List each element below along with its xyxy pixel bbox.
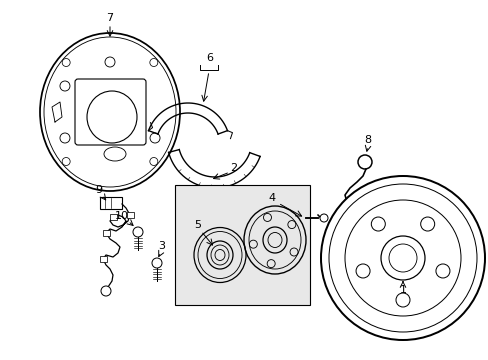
Circle shape — [370, 217, 385, 231]
Circle shape — [345, 200, 460, 316]
Circle shape — [319, 214, 327, 222]
Text: 10: 10 — [115, 211, 129, 221]
Circle shape — [357, 155, 371, 169]
Bar — [100, 197, 122, 209]
Circle shape — [395, 293, 409, 307]
Circle shape — [435, 264, 449, 278]
Text: 1: 1 — [399, 285, 406, 295]
Bar — [127, 212, 134, 218]
Text: 9: 9 — [95, 185, 102, 195]
Circle shape — [355, 264, 369, 278]
Circle shape — [101, 286, 111, 296]
Circle shape — [133, 227, 142, 237]
Text: 5: 5 — [194, 220, 201, 230]
Text: 7: 7 — [106, 13, 113, 23]
Text: 3: 3 — [158, 241, 165, 251]
Circle shape — [420, 217, 434, 231]
Text: 8: 8 — [364, 135, 371, 145]
Circle shape — [388, 244, 416, 272]
Text: 6: 6 — [206, 53, 213, 63]
Circle shape — [152, 258, 162, 268]
Bar — [175, 185, 309, 305]
Bar — [103, 230, 110, 236]
Circle shape — [380, 236, 424, 280]
Bar — [100, 256, 107, 262]
Circle shape — [320, 176, 484, 340]
Circle shape — [328, 184, 476, 332]
Text: 2: 2 — [230, 163, 237, 173]
Bar — [110, 214, 117, 220]
Text: 4: 4 — [268, 193, 275, 203]
